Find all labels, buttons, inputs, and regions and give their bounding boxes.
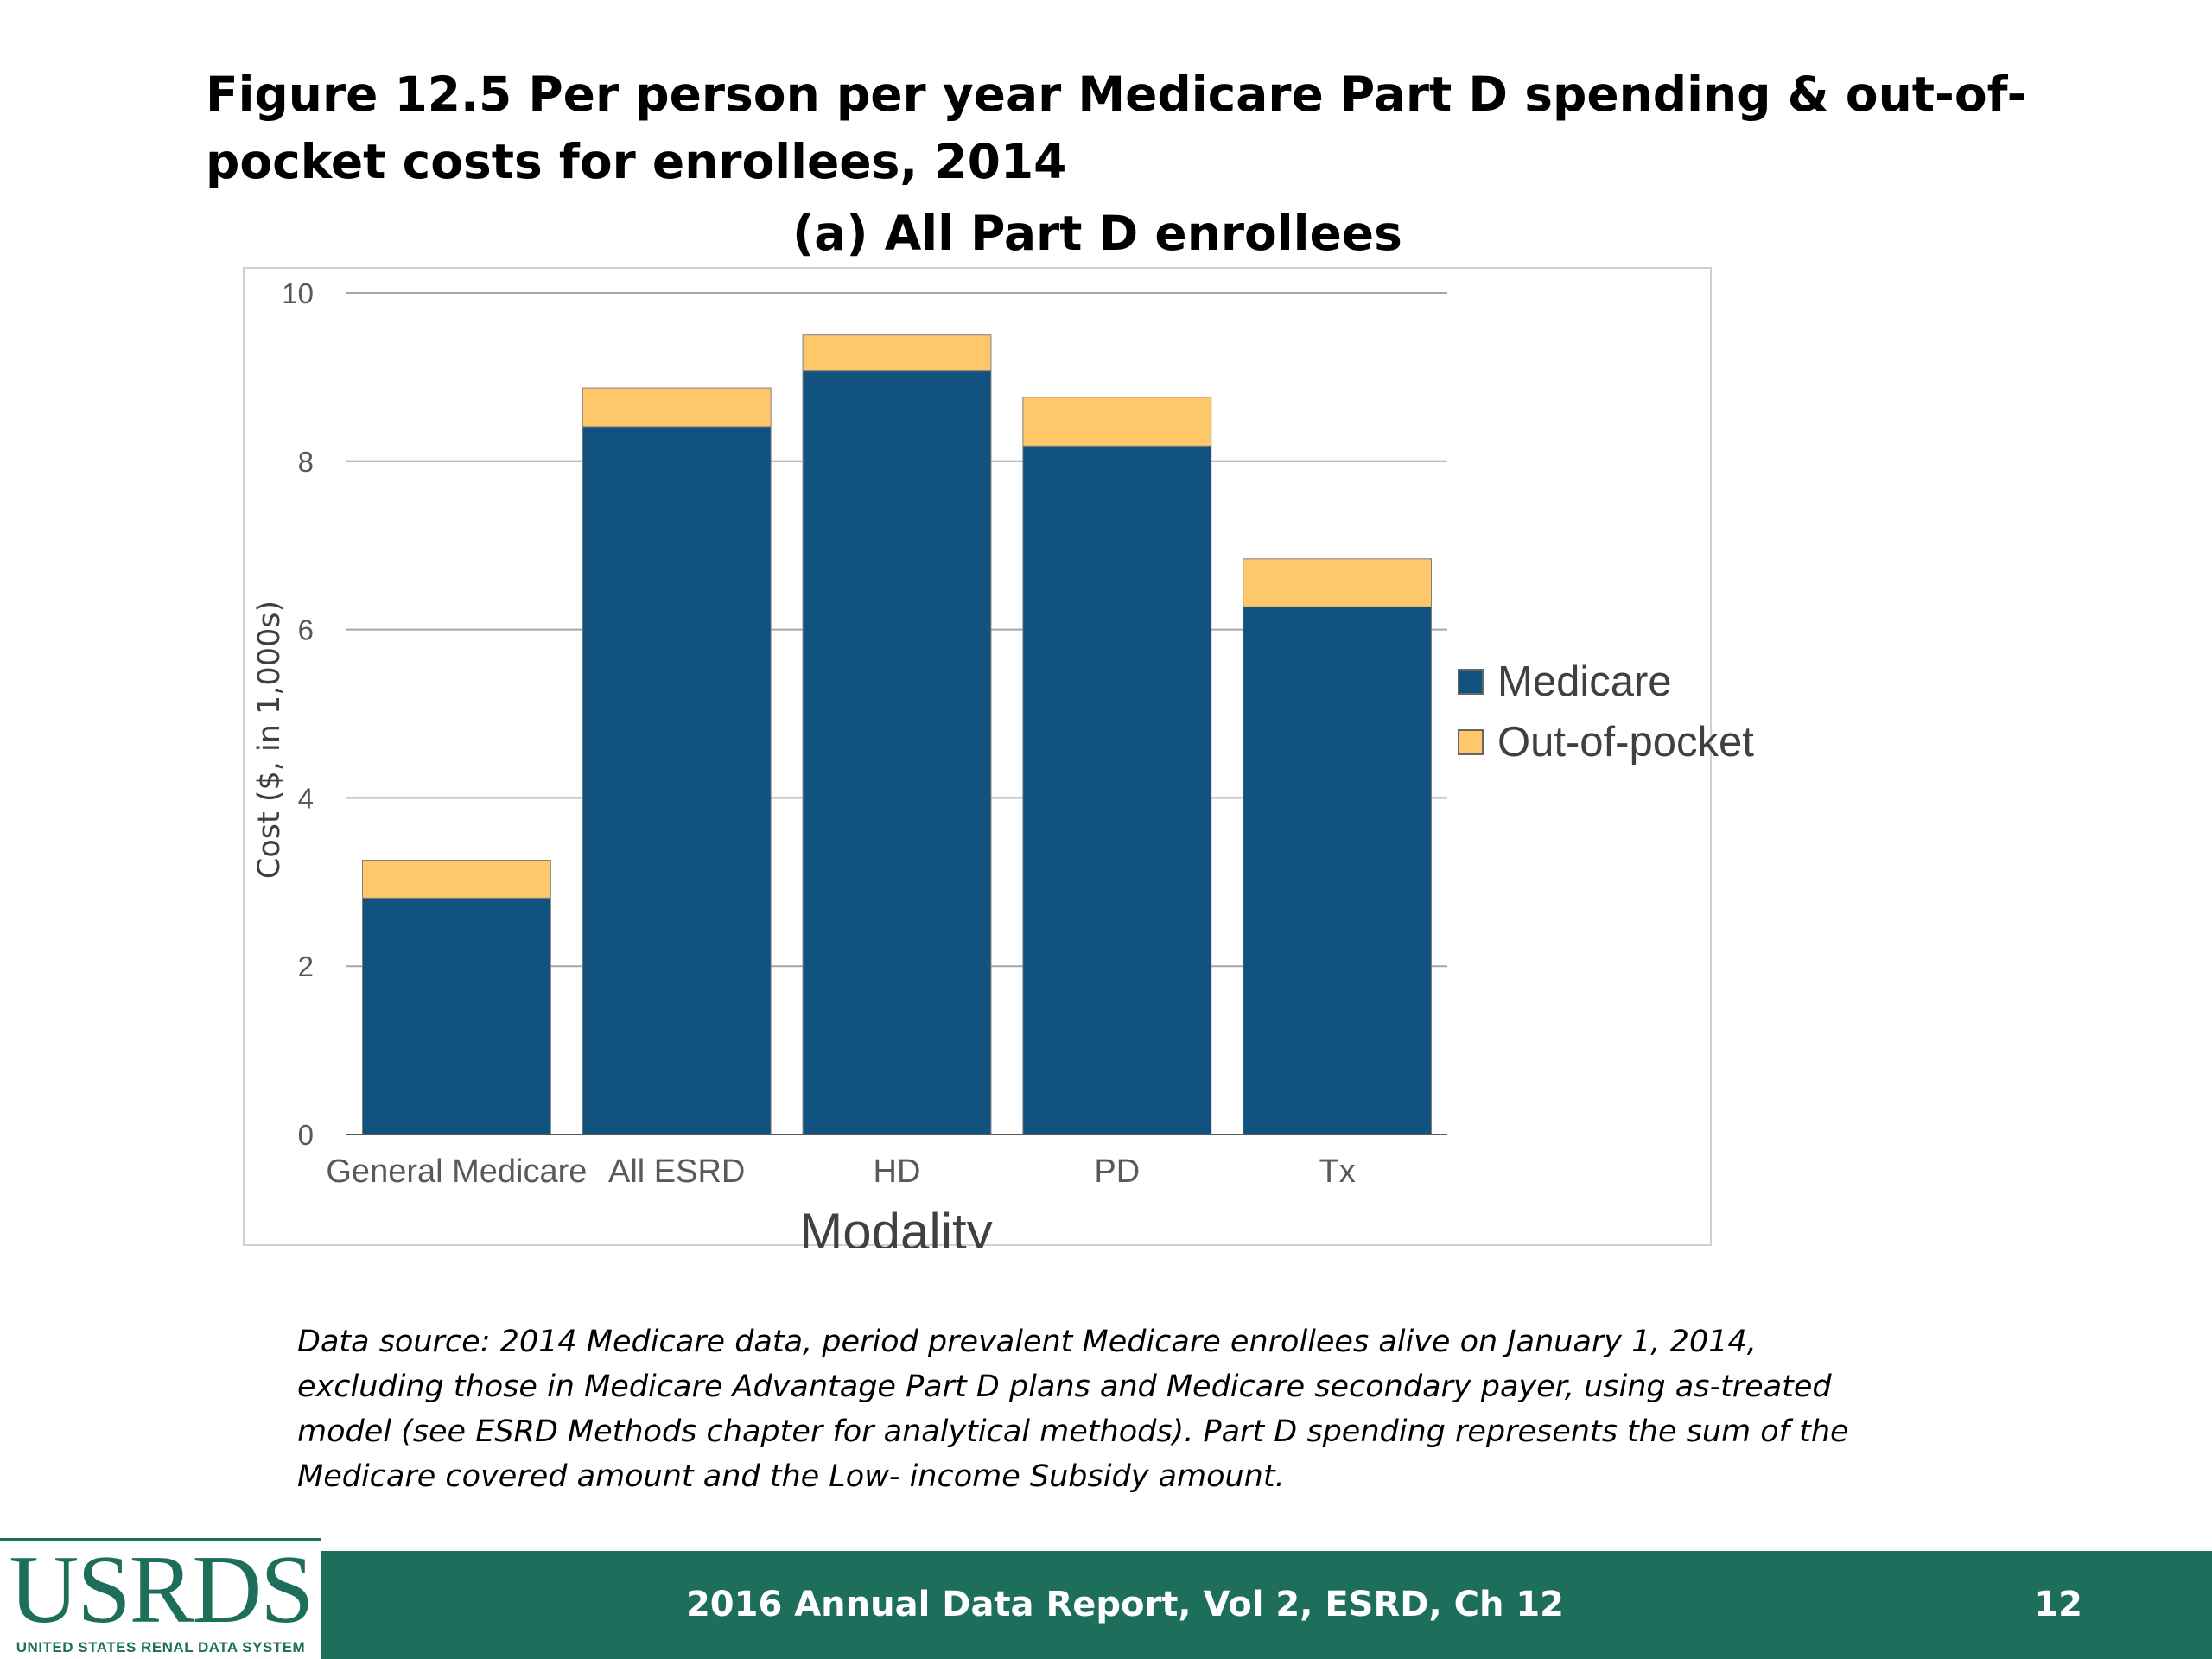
bar-medicare [802, 370, 992, 1135]
chart-frame: 0 2 4 6 8 10 General Medicare All ESRD HD PD Tx Co… [243, 267, 1712, 1248]
source-note: Data source: 2014 Medicare data, period … [297, 1325, 1849, 1494]
x-tick-label: PD [1094, 1154, 1140, 1190]
bar-out-of-pocket [1243, 558, 1433, 607]
bar-medicare [582, 426, 772, 1135]
figure-title: Figure 12.5 Per person per year Medicare… [206, 67, 2027, 189]
footer-report-title: 2016 Annual Data Report, Vol 2, ESRD, Ch… [685, 1585, 1565, 1624]
x-tick-label: General Medicare [326, 1154, 587, 1190]
tick-labels: 0 2 4 6 8 10 General Medicare All ESRD HD PD Tx [282, 277, 1355, 1190]
footer-bar: 2016 Annual Data Report, Vol 2, ESRD, Ch… [321, 1551, 2212, 1659]
y-tick-label: 0 [298, 1119, 314, 1151]
legend: Medicare Out-of-pocket [1458, 652, 1754, 772]
logo-subtext: UNITED STATES RENAL DATA SYSTEM [16, 1639, 306, 1656]
x-tick-label: Tx [1319, 1154, 1355, 1190]
y-tick-label: 4 [298, 782, 314, 814]
page-number: 12 [2034, 1585, 2082, 1624]
x-axis-label: Modality [799, 1203, 992, 1248]
bar-medicare [1243, 606, 1433, 1135]
y-tick-label: 10 [282, 277, 314, 309]
y-tick-label: 6 [298, 614, 314, 646]
logo-wordmark: USRDS [9, 1536, 314, 1643]
bar-out-of-pocket [1022, 397, 1212, 447]
bar-out-of-pocket [361, 859, 551, 899]
bar-out-of-pocket [802, 334, 992, 372]
x-tick-label: HD [874, 1154, 921, 1190]
legend-label-out-of-pocket: Out-of-pocket [1497, 719, 1754, 766]
y-axis-label: Cost ($, in 1,000s) [252, 601, 287, 879]
chart-svg: 0 2 4 6 8 10 General Medicare All ESRD HD PD Tx Co… [252, 277, 1447, 1248]
logo-rule [0, 1538, 321, 1541]
legend-swatch-medicare [1458, 669, 1484, 695]
bars [361, 334, 1433, 1135]
bar-medicare [361, 897, 551, 1135]
x-tick-label: All ESRD [608, 1154, 745, 1190]
y-tick-label: 8 [298, 446, 314, 478]
panel-title: (a) All Part D enrollees [792, 206, 1402, 261]
usrds-logo: USRDS UNITED STATES RENAL DATA SYSTEM [0, 1538, 321, 1659]
legend-label-medicare: Medicare [1497, 658, 1672, 705]
bar-medicare [1022, 445, 1212, 1135]
y-tick-label: 2 [298, 950, 314, 982]
legend-item-out-of-pocket: Out-of-pocket [1458, 712, 1754, 772]
legend-item-medicare: Medicare [1458, 652, 1754, 712]
legend-swatch-out-of-pocket [1458, 729, 1484, 755]
bar-out-of-pocket [582, 387, 772, 428]
